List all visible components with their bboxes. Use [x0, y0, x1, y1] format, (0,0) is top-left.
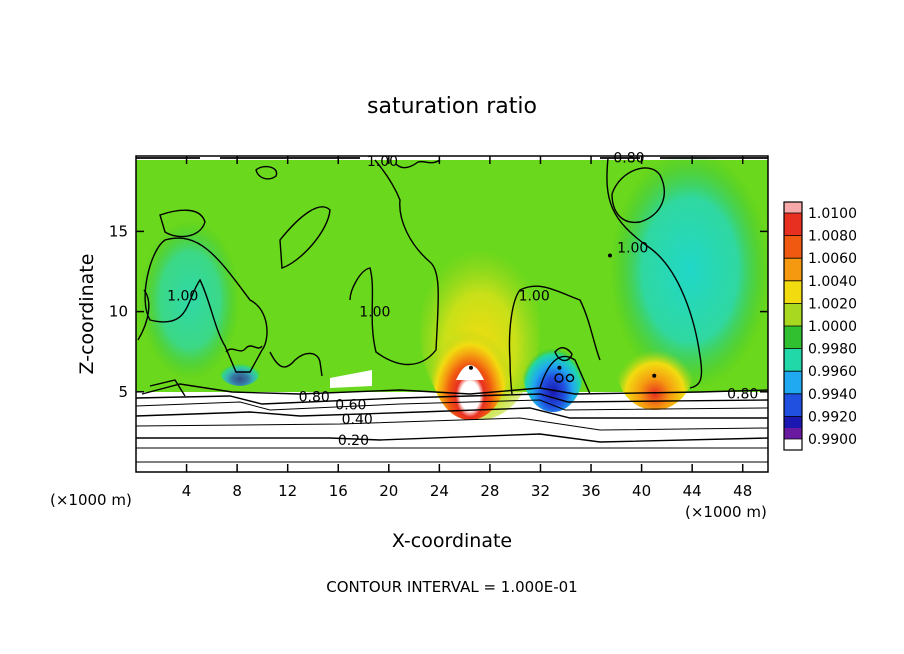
contour-label: 1.00 [167, 289, 198, 305]
extremum-min [557, 365, 562, 370]
contour-label: 0.80 [613, 151, 644, 167]
x-tick-label: 44 [683, 482, 702, 500]
surface-gap [456, 365, 484, 380]
plot-frame [135, 155, 769, 473]
y-axis: 5 10 15 [109, 222, 768, 401]
x-tick-label: 12 [278, 482, 297, 500]
extremum-max [468, 365, 473, 370]
contour-label: 1.00 [367, 154, 398, 170]
extrema-markers [468, 253, 657, 378]
y-unit-label: (×1000 m) [685, 503, 767, 521]
contour-labels: 1.00 0.80 1.00 1.00 1.00 1.00 0.80 0.600.40 0.20… [167, 151, 758, 449]
x-tick-label: 28 [480, 482, 499, 500]
colorbar-swatch [784, 428, 802, 439]
max-region-27km [430, 300, 510, 420]
contour-lines [136, 157, 768, 463]
colorbar-swatch [784, 202, 802, 213]
colorbar-swatch [784, 213, 802, 236]
colorbar-label: 1.0020 [808, 296, 857, 312]
colorbar-swatch [784, 326, 802, 349]
colorbar-swatch [784, 303, 802, 326]
contour-label: 1.00 [359, 305, 390, 321]
colorbar-swatch [784, 258, 802, 281]
contour-label: 1.00 [617, 240, 648, 256]
x-axis: 4 8 12 16 20 24 28 32 36 40 44 48 [182, 156, 752, 500]
colorbar-swatch [784, 371, 802, 394]
colorbar-swatch [784, 235, 802, 259]
chart-title: saturation ratio [367, 94, 537, 119]
contour-label: 0.80 [727, 386, 758, 402]
y-axis-label: Z-coordinate [76, 254, 98, 375]
contour-label: 0.60 [335, 398, 366, 414]
extremum-min [608, 253, 612, 258]
x-axis-label: X-coordinate [392, 530, 512, 552]
colorbar-label: 1.0000 [808, 319, 857, 335]
x-tick-label: 40 [632, 482, 651, 500]
plot-area [136, 156, 768, 472]
colorbar-label: 1.0060 [808, 251, 857, 267]
colorbar-label: 1.0100 [808, 206, 857, 222]
colorbar-label: 1.0080 [808, 229, 857, 245]
x-tick-label: 48 [733, 482, 752, 500]
colorbar-label: 0.9980 [808, 342, 857, 358]
top-band [136, 156, 768, 160]
extremum-max [652, 373, 657, 378]
contour-label: 0.40 [342, 412, 373, 428]
x-tick-label: 36 [581, 482, 600, 500]
contour-label: 1.00 [519, 289, 550, 305]
x-unit-label: (×1000 m) [50, 491, 132, 509]
contour-label: 0.20 [338, 433, 369, 449]
y-tick-label: 5 [118, 383, 128, 401]
x-tick-label: 20 [379, 482, 398, 500]
x-tick-label: 8 [232, 482, 242, 500]
colorbar-label: 0.9920 [808, 409, 857, 425]
contour-interval-note: CONTOUR INTERVAL = 1.000E-01 [326, 578, 577, 596]
colorbar-swatch [784, 348, 802, 372]
x-tick-label: 32 [531, 482, 550, 500]
x-tick-label: 4 [182, 482, 192, 500]
x-tick-label: 24 [430, 482, 449, 500]
colorbar-swatch [784, 393, 802, 417]
colorbar-label: 0.9960 [808, 364, 857, 380]
colorbar-label: 0.9900 [808, 432, 857, 448]
y-tick-label: 15 [109, 222, 128, 240]
max-region-41km [617, 330, 693, 410]
colorbar-label: 0.9940 [808, 387, 857, 403]
min-region-34km [523, 332, 583, 412]
contour-label: 0.80 [299, 390, 330, 406]
colorbar: 1.0100 1.0080 1.0060 1.0040 1.0020 1.0000 0.99… [783, 201, 857, 451]
y-tick-label: 10 [109, 303, 128, 321]
surface-gap [330, 370, 372, 388]
colorbar-swatch [784, 280, 802, 304]
colorbar-label: 1.0040 [808, 274, 857, 290]
x-tick-label: 16 [329, 482, 348, 500]
